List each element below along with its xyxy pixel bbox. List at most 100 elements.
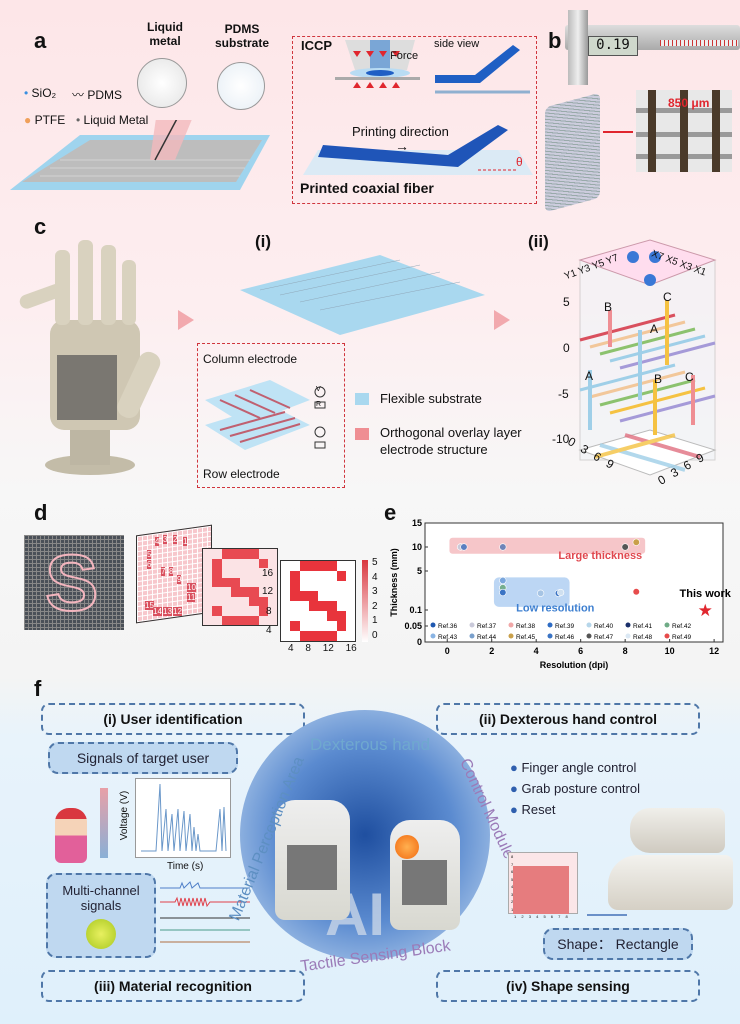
thickness-resolution-chart: Large thickness Low resolution 0 2 4 6 8 10 12 0 0…: [389, 518, 732, 670]
shape-arrow: [587, 914, 627, 916]
legend-entry: Ref.44: [477, 634, 497, 641]
heatmap-front: [280, 560, 356, 642]
legend-marker: [664, 622, 670, 628]
data-point: [499, 543, 507, 551]
legend-entry: Ref.45: [516, 634, 536, 641]
legend-substrate: Flexible substrate: [380, 391, 482, 406]
data-point: [499, 576, 507, 585]
robotic-hand-illustration: [19, 240, 161, 475]
heatmap-cell: [281, 571, 290, 581]
heatmap-cell: [281, 621, 290, 631]
heatmap-cell: [318, 631, 328, 641]
data-point: [460, 543, 468, 551]
x-tick-label: 6: [578, 646, 583, 656]
heatmap-cell: [300, 621, 309, 631]
panel-a-label: a: [34, 28, 47, 53]
legend-swatch-electrode: [355, 428, 369, 440]
heatmap-cell: [230, 577, 240, 587]
x-tick-label: 8: [623, 646, 628, 656]
heatmap-y-tick-4: 4: [266, 625, 272, 636]
heatmap-cell: [300, 601, 309, 611]
legend-marker: [625, 622, 631, 628]
pdms-zoom-circle: [217, 62, 265, 110]
heatmap-cell: [300, 611, 309, 621]
printed-fiber-label: Printed coaxial fiber: [300, 180, 434, 196]
z-tick-neg10: -10: [552, 432, 570, 446]
heatmap-cell: [346, 631, 355, 641]
panel-d-label: d: [34, 500, 48, 525]
heatmap-cell: [290, 621, 300, 631]
legend-marker: [586, 633, 592, 639]
right-robot-hand: [390, 820, 460, 930]
heatmap-cell: [281, 581, 290, 591]
heatmap-cell: [222, 606, 231, 616]
ring-dexterous-hand: Dexterous hand: [310, 735, 431, 754]
iccp-inset-box: [292, 36, 537, 204]
heatmap-cell: [212, 549, 221, 559]
heatmap-cell: [203, 559, 212, 569]
heatmap-cell: [212, 616, 221, 626]
large-thickness-region: [449, 537, 646, 554]
heatmap-cell: [212, 558, 222, 568]
legend-entry: Ref.46: [555, 634, 575, 641]
panel-c-sub-i: (i): [255, 232, 272, 251]
data-point-star: ★: [698, 601, 713, 620]
flow-arrow-2: [494, 310, 510, 330]
heatmap-cell: [258, 596, 268, 606]
3d-layer-plot: [578, 239, 717, 476]
heatmap-cell: [268, 549, 277, 559]
up-down-arrow: [100, 788, 108, 858]
panel-c-label: c: [34, 214, 47, 239]
orange-ball-icon: [395, 835, 419, 859]
heatmap-cell: [249, 578, 258, 588]
heatmap-cell: [258, 558, 268, 568]
printing-direction-label: Printing direction: [352, 124, 449, 139]
heatmap-cell: [259, 549, 268, 559]
heatmap-cell: [203, 606, 212, 616]
bullet-reset: ● Reset: [510, 802, 556, 817]
heatmap-cell: [318, 571, 327, 581]
y-tick-label: 0.05: [404, 621, 422, 631]
heatmap-cell: [336, 621, 346, 631]
r-label-1: R: [316, 401, 322, 408]
caliper-scale: [660, 40, 738, 46]
legend-marker: [508, 622, 514, 628]
caliper-jaw: [568, 10, 588, 85]
heatmap-cell: [231, 568, 240, 578]
shape-x-ticks: 1 2 3 4 5 6 7 8: [514, 914, 568, 919]
heatmap-x-ticks: 4 8 12 16: [288, 643, 357, 654]
heatmap-cell: [346, 581, 355, 591]
heatmap-cell: [203, 578, 212, 588]
data-point: [632, 538, 640, 546]
heatmap-cell: [268, 597, 277, 607]
heatmap-cell: [327, 561, 337, 571]
heatmap-cell: [231, 559, 240, 569]
heatmap-cell: [300, 581, 309, 591]
heatmap-cell: [249, 587, 259, 597]
low-resolution-region: [493, 577, 570, 607]
legend-entry: Ref.41: [633, 623, 653, 630]
data-point: [621, 543, 629, 551]
heatmap-cell: [203, 597, 212, 607]
layer-label-b-top: B: [604, 300, 613, 314]
data-point: [537, 589, 545, 597]
data-point: [557, 588, 565, 597]
heatmap-cell: [212, 568, 222, 578]
bullet-finger-angle: ● Finger angle control: [510, 760, 637, 775]
iccp-nozzle-illustration: [335, 40, 420, 88]
printed-substrate-illustration: [10, 120, 270, 190]
heatmap-cell: [346, 591, 355, 601]
control-bullets: ● Finger angle control ● Grab posture co…: [510, 757, 640, 820]
force-label: Force: [390, 50, 419, 62]
heatmap-middle: [202, 548, 278, 626]
legend-entry: Ref.40: [594, 623, 614, 630]
heatmap-cell: [300, 571, 309, 581]
heatmap-cell: [290, 581, 300, 591]
heatmap-cell: [327, 611, 337, 621]
pointing-hand-photo: [608, 855, 733, 910]
heatmap-cell: [249, 549, 259, 559]
legend-marker: [469, 622, 475, 628]
legend-entry: Ref.42: [672, 623, 692, 630]
material-recognition-title: (iii) Material recognition: [41, 970, 305, 1002]
x-tick-label: 4: [534, 646, 539, 656]
